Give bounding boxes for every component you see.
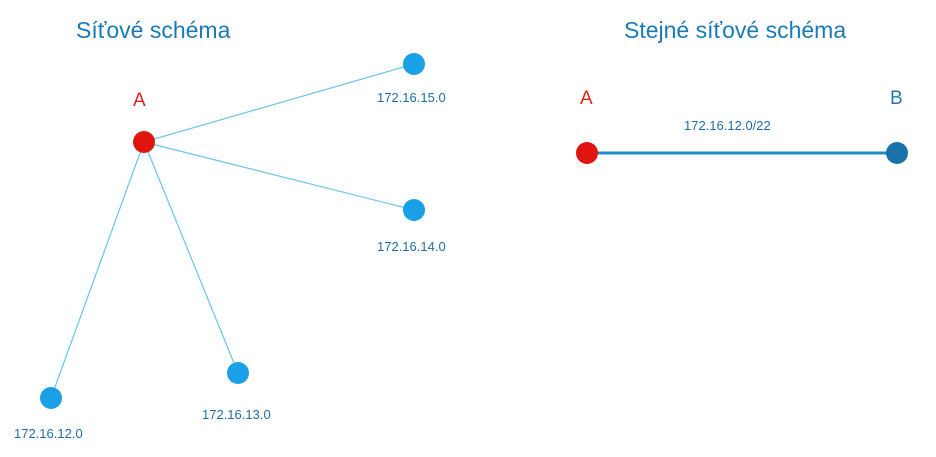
right-diagram-title: Stejné síťové schéma bbox=[624, 17, 846, 43]
right-diagram: Stejné síťové schéma 172.16.12.0/22 A B bbox=[576, 17, 908, 164]
link-a-to-172-16-12-0 bbox=[50, 141, 145, 399]
link-a-to-172-16-13-0 bbox=[143, 141, 239, 374]
network-label-172-16-15-0: 172.16.15.0 bbox=[377, 90, 446, 105]
summary-link-label: 172.16.12.0/22 bbox=[684, 118, 771, 133]
router-b-label: B bbox=[890, 88, 903, 109]
link-a-to-172-16-14-0 bbox=[143, 141, 415, 211]
network-node-172-16-12-0 bbox=[40, 387, 62, 409]
router-a-node-right bbox=[576, 142, 598, 164]
network-label-172-16-14-0: 172.16.14.0 bbox=[377, 239, 446, 254]
router-a-node bbox=[133, 131, 155, 153]
link-a-to-172-16-15-0 bbox=[143, 63, 415, 143]
router-a-label-right: A bbox=[580, 88, 593, 109]
router-a-label: A bbox=[133, 90, 146, 111]
network-node-172-16-14-0 bbox=[403, 199, 425, 221]
network-node-172-16-13-0 bbox=[227, 362, 249, 384]
left-diagram-title: Síťové schéma bbox=[76, 17, 231, 43]
network-node-172-16-15-0 bbox=[403, 53, 425, 75]
left-diagram: Síťové schéma A 172.16.15.0 172.16.14.0 … bbox=[14, 17, 446, 441]
router-b-node bbox=[886, 142, 908, 164]
network-label-172-16-13-0: 172.16.13.0 bbox=[202, 407, 271, 422]
network-label-172-16-12-0: 172.16.12.0 bbox=[14, 426, 83, 441]
